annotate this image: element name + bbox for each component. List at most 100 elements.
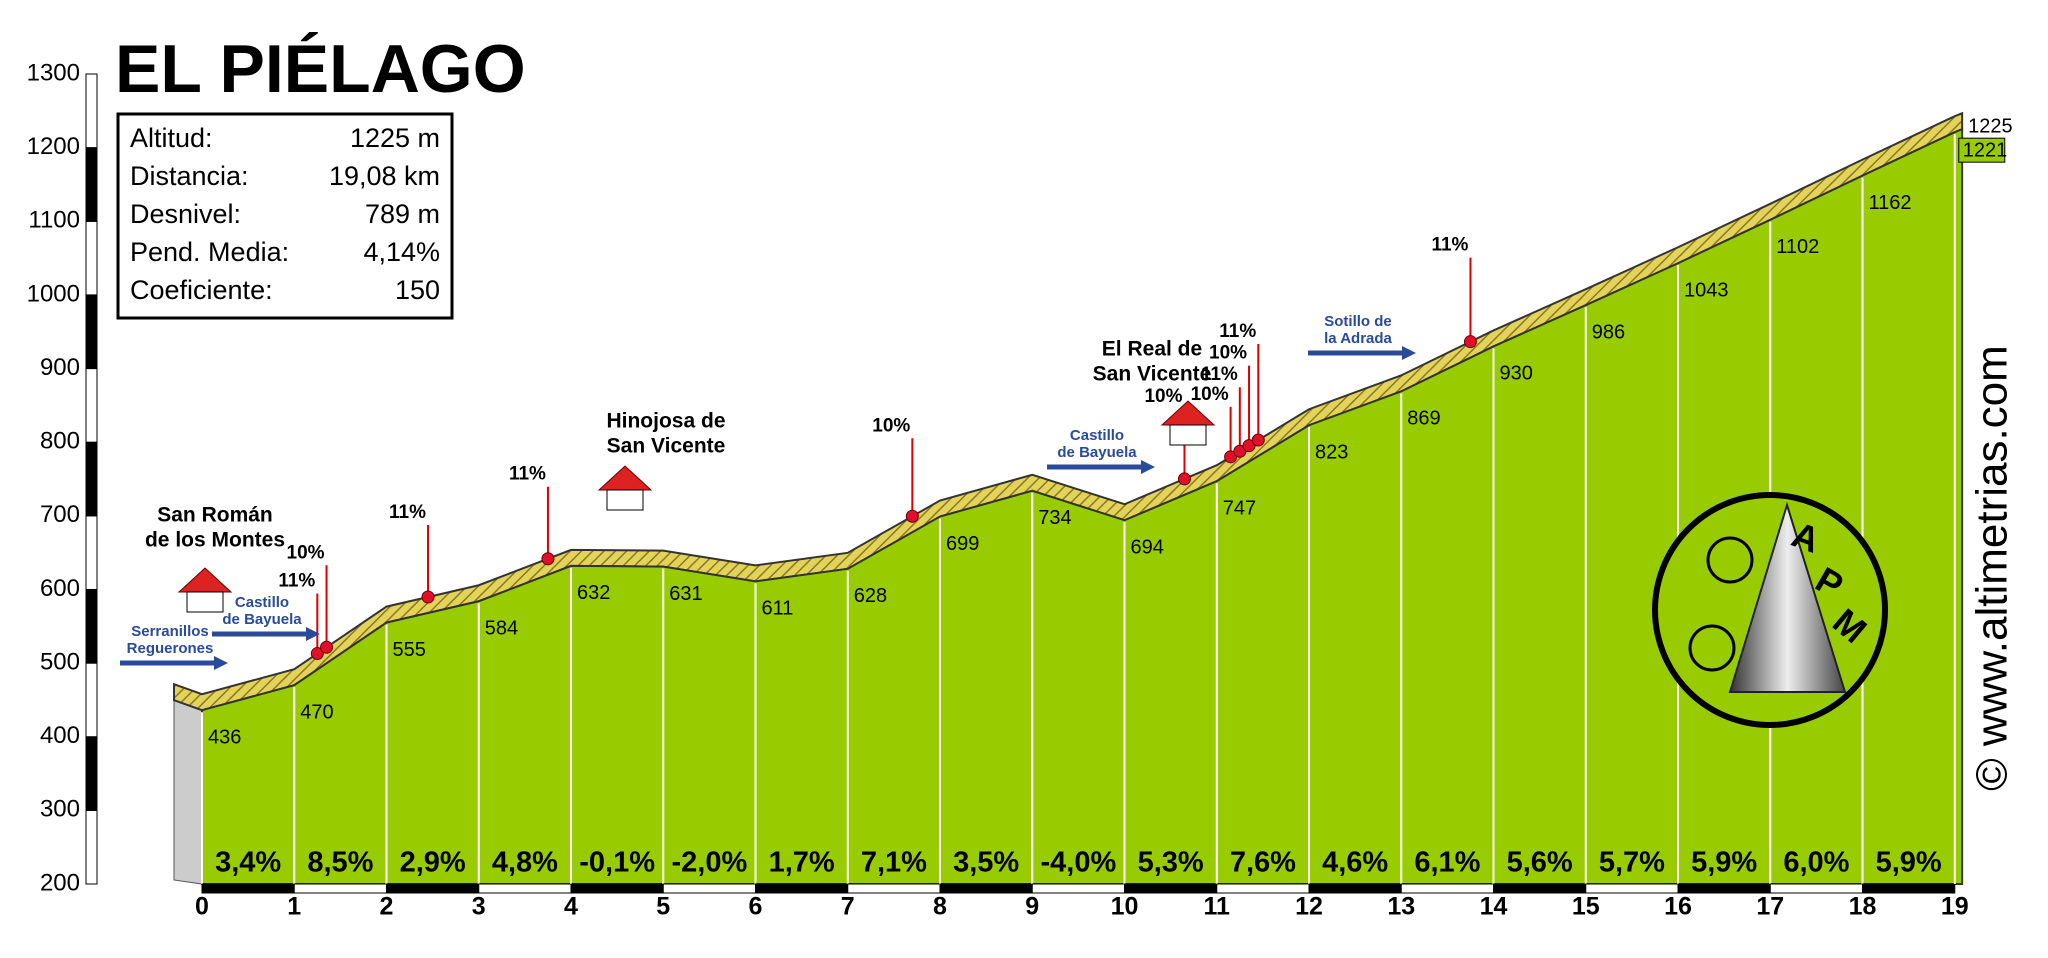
y-axis-band [85,736,98,811]
x-tick-label: 14 [1480,893,1508,921]
place-name: San Vicente [1093,363,1212,386]
km-band [939,883,1033,894]
km-band [847,883,941,894]
km-band [662,883,757,894]
road-label: de Bayuela [222,611,302,628]
gradient-label: 5,6% [1507,847,1573,879]
summit-label: 1225 [1968,116,2013,138]
elevation-label: 930 [1500,363,1533,385]
gradient-label: -4,0% [1041,847,1117,879]
gradient-label: 2,9% [400,847,466,879]
info-label: Altitud: [130,123,213,153]
x-tick-label: 0 [195,893,209,921]
info-value: 19,08 km [329,161,440,191]
x-tick-label: 10 [1111,893,1139,921]
steep-label: 11% [1219,321,1256,342]
elevation-label: 628 [854,585,887,607]
y-tick-label: 900 [40,354,80,381]
road-arrow-head [214,656,228,670]
elevation-label: 699 [946,533,979,555]
gradient-label: 5,3% [1138,847,1204,879]
elevation-label: 694 [1131,537,1164,559]
y-axis-band [85,220,98,296]
elevation-label: 747 [1223,497,1256,519]
watermark: © www.altimetrias.com [1968,345,2017,791]
info-frame [116,112,454,320]
x-tick-label: 1 [287,893,301,921]
x-tick-label: 8 [933,893,947,921]
steep-label: 11% [389,502,426,523]
x-tick-label: 12 [1295,893,1323,921]
house-wall [1169,424,1207,446]
x-tick-label: 17 [1756,893,1784,921]
x-tick-label: 15 [1572,893,1600,921]
steep-dot [310,647,324,661]
steep-label: 10% [1209,343,1247,364]
steep-label: 11% [278,571,315,592]
gradient-label: 3,5% [953,847,1019,879]
x-tick-label: 7 [841,893,855,921]
y-tick-label: 600 [40,575,80,602]
road-label: Castillo [1070,427,1124,444]
side-face [173,699,203,885]
elevation-label: 555 [393,639,426,661]
road-label: de Bayuela [1057,444,1137,461]
steep-label: 10% [1191,384,1229,405]
x-tick-label: 13 [1387,893,1415,921]
km-band [1862,883,1956,894]
elevation-label: 1043 [1684,280,1729,302]
steep-label: 10% [1144,386,1182,407]
steep-dot [905,509,919,523]
x-tick-label: 5 [656,893,670,921]
house-wall [186,591,224,613]
gradient-label: 6,0% [1783,847,1849,879]
km-band [293,883,388,894]
y-tick-label: 300 [40,796,80,823]
gradient-label: 7,6% [1230,847,1296,879]
info-box [116,112,454,320]
y-tick-label: 1000 [27,280,80,307]
info-label: Pend. Media: [130,237,289,267]
steep-label: 11% [509,464,546,485]
y-tick-label: 500 [40,648,80,675]
y-tick-label: 700 [40,501,80,528]
road-arrow-head [306,627,320,641]
info-value: 789 m [365,199,440,229]
x-tick-label: 11 [1204,893,1231,921]
steep-label: 10% [872,415,910,436]
elevation-label: 1162 [1869,192,1912,214]
y-tick-label: 1100 [28,207,80,234]
steep-dot [541,552,555,566]
gradient-label: 5,9% [1691,847,1757,879]
road-label: Reguerones [127,640,214,657]
place-name: de los Montes [145,529,285,552]
elevation-label: 986 [1592,321,1625,343]
info-label: Distancia: [130,161,249,191]
x-tick-label: 9 [1025,893,1039,921]
y-axis-band [85,294,98,370]
y-axis-band [85,441,98,517]
info-value: 1225 m [350,123,440,153]
gradient-label: 4,6% [1322,847,1388,879]
x-tick-label: 3 [472,893,486,921]
logo-mountain [1728,501,1847,693]
gradient-label: 6,1% [1414,847,1480,879]
steep-label: 11% [1431,235,1468,256]
y-tick-label: 1200 [27,133,80,160]
profile-area [201,127,1964,885]
km-band [201,883,295,894]
y-axis-band [85,515,98,590]
x-tick-label: 16 [1664,893,1692,921]
steep-dot [1177,472,1191,486]
gradient-label: -2,0% [671,847,747,879]
elevation-label: 1102 [1776,236,1819,258]
y-axis-band [85,588,98,664]
x-tick-label: 19 [1941,893,1969,921]
steep-dot [1463,335,1477,349]
end-box [1958,137,2006,163]
road-label: Sotillo de [1324,313,1392,330]
km-band [386,883,480,894]
elevation-label: 436 [208,726,241,748]
steep-dot [320,640,334,654]
